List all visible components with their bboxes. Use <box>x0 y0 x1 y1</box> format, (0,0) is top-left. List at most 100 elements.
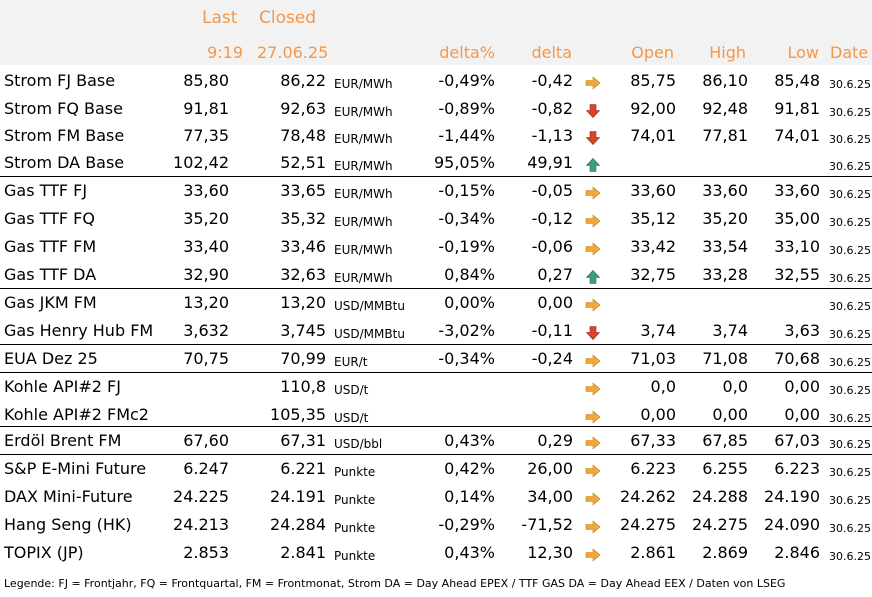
table-header: Last Closed 9:19 27.06.25 delta% delta O… <box>0 0 872 65</box>
table-row: TOPIX (JP) 2.853 2.841 0,43% 12,30 2.861 2.869… <box>0 539 872 567</box>
cell-closed: 24.191 <box>270 487 326 506</box>
cell-closed: 24.284 <box>270 515 326 534</box>
cell-closed: 110,8 <box>280 377 326 396</box>
arrow-right-icon <box>585 463 601 478</box>
cell-delta-pct: -0,89% <box>438 99 495 118</box>
cell-unit: EUR/MWh <box>334 215 393 229</box>
group-divider <box>0 454 872 455</box>
cell-date: 30.6.25 <box>829 78 871 91</box>
cell-date: 30.6.25 <box>829 328 871 341</box>
cell-high: 86,10 <box>702 71 748 90</box>
instrument-name: Strom FQ Base <box>4 99 123 118</box>
cell-delta-pct: -0,34% <box>438 209 495 228</box>
cell-low: 91,81 <box>774 99 820 118</box>
cell-last: 6.247 <box>183 459 229 478</box>
instrument-name: Erdöl Brent FM <box>4 431 122 450</box>
cell-delta: -0,12 <box>531 209 573 228</box>
cell-delta: -0,11 <box>531 321 573 340</box>
instrument-name: Strom FM Base <box>4 126 125 145</box>
cell-closed: 3,745 <box>280 321 326 340</box>
header-last: Last <box>202 8 238 28</box>
arrow-right-icon <box>585 409 601 424</box>
cell-open: 32,75 <box>630 265 676 284</box>
arrow-down-icon <box>585 103 601 118</box>
cell-unit: EUR/MWh <box>334 105 393 119</box>
cell-closed: 92,63 <box>280 99 326 118</box>
cell-delta-pct: -3,02% <box>438 321 495 340</box>
instrument-name: TOPIX (JP) <box>4 543 84 562</box>
cell-date: 30.6.25 <box>829 466 871 479</box>
table-row: Strom FQ Base 91,81 92,63 -0,89% -0,82 92,00 9… <box>0 95 872 123</box>
arrow-right-icon <box>585 353 601 368</box>
arrow-right-icon <box>585 491 601 506</box>
header-delta: delta <box>531 43 572 62</box>
cell-delta: 0,27 <box>537 265 573 284</box>
cell-date: 30.6.25 <box>829 356 871 369</box>
cell-low: 33,10 <box>774 237 820 256</box>
cell-last: 32,90 <box>183 265 229 284</box>
arrow-up-icon <box>585 157 601 172</box>
arrow-up-icon <box>585 269 601 284</box>
cell-high: 35,20 <box>702 209 748 228</box>
cell-last: 70,75 <box>183 349 229 368</box>
table-row: Hang Seng (HK) 24.213 24.284 -0,29% -71,52 24… <box>0 511 872 539</box>
instrument-name: Kohle API#2 FJ <box>4 377 121 396</box>
cell-date: 30.6.25 <box>829 494 871 507</box>
instrument-name: Hang Seng (HK) <box>4 515 132 534</box>
cell-last: 77,35 <box>183 126 229 145</box>
arrow-right-icon <box>585 185 601 200</box>
instrument-name: S&P E-Mini Future <box>4 459 147 478</box>
cell-last: 33,60 <box>183 181 229 200</box>
arrow-right-icon <box>585 241 601 256</box>
instrument-name: Strom DA Base <box>4 153 125 172</box>
cell-high: 92,48 <box>702 99 748 118</box>
cell-last: 33,40 <box>183 237 229 256</box>
cell-low: 70,68 <box>774 349 820 368</box>
cell-delta-pct: 0,43% <box>444 543 495 562</box>
cell-high: 77,81 <box>702 126 748 145</box>
cell-unit: Punkte <box>334 521 376 535</box>
cell-high: 33,28 <box>702 265 748 284</box>
group-divider <box>0 426 872 427</box>
cell-closed: 70,99 <box>280 349 326 368</box>
cell-delta: 0,00 <box>537 293 573 312</box>
arrow-down-icon <box>585 130 601 145</box>
instrument-name: EUA Dez 25 <box>4 349 98 368</box>
cell-low: 33,60 <box>774 181 820 200</box>
cell-delta: -0,24 <box>531 349 573 368</box>
arrow-right-icon <box>585 547 601 562</box>
cell-date: 30.6.25 <box>829 244 871 257</box>
group-divider <box>0 372 872 373</box>
instrument-name: Kohle API#2 FMc2 <box>4 405 149 424</box>
cell-delta: 12,30 <box>527 543 573 562</box>
cell-high: 0,0 <box>722 377 748 396</box>
cell-open: 33,42 <box>630 237 676 256</box>
cell-unit: EUR/t <box>334 355 368 369</box>
cell-closed: 86,22 <box>280 71 326 90</box>
cell-closed: 105,35 <box>270 405 326 424</box>
cell-delta-pct: 0,43% <box>444 431 495 450</box>
header-delta-pct: delta% <box>439 43 495 62</box>
cell-date: 30.6.25 <box>829 438 871 451</box>
table-row: S&P E-Mini Future 6.247 6.221 0,42% 26,00 6.2… <box>0 455 872 483</box>
cell-closed: 78,48 <box>280 126 326 145</box>
cell-closed: 13,20 <box>280 293 326 312</box>
cell-delta-pct: 0,14% <box>444 487 495 506</box>
arrow-right-icon <box>585 381 601 396</box>
table-row: Gas TTF FJ 33,60 33,65 -0,15% -0,05 33,60 33,6… <box>0 177 872 205</box>
cell-date: 30.6.25 <box>829 522 871 535</box>
cell-date: 30.6.25 <box>829 300 871 313</box>
cell-closed: 67,31 <box>280 431 326 450</box>
cell-date: 30.6.25 <box>829 412 871 425</box>
cell-delta: -0,05 <box>531 181 573 200</box>
cell-last: 3,632 <box>183 321 229 340</box>
cell-unit: EUR/MWh <box>334 77 393 91</box>
cell-date: 30.6.25 <box>829 160 871 173</box>
cell-high: 6.255 <box>702 459 748 478</box>
table-row: DAX Mini-Future 24.225 24.191 0,14% 34,00 24.… <box>0 483 872 511</box>
cell-open: 0,00 <box>640 405 676 424</box>
cell-unit: USD/t <box>334 383 369 397</box>
cell-closed: 32,63 <box>280 265 326 284</box>
cell-open: 24.275 <box>620 515 676 534</box>
cell-unit: USD/t <box>334 411 369 425</box>
